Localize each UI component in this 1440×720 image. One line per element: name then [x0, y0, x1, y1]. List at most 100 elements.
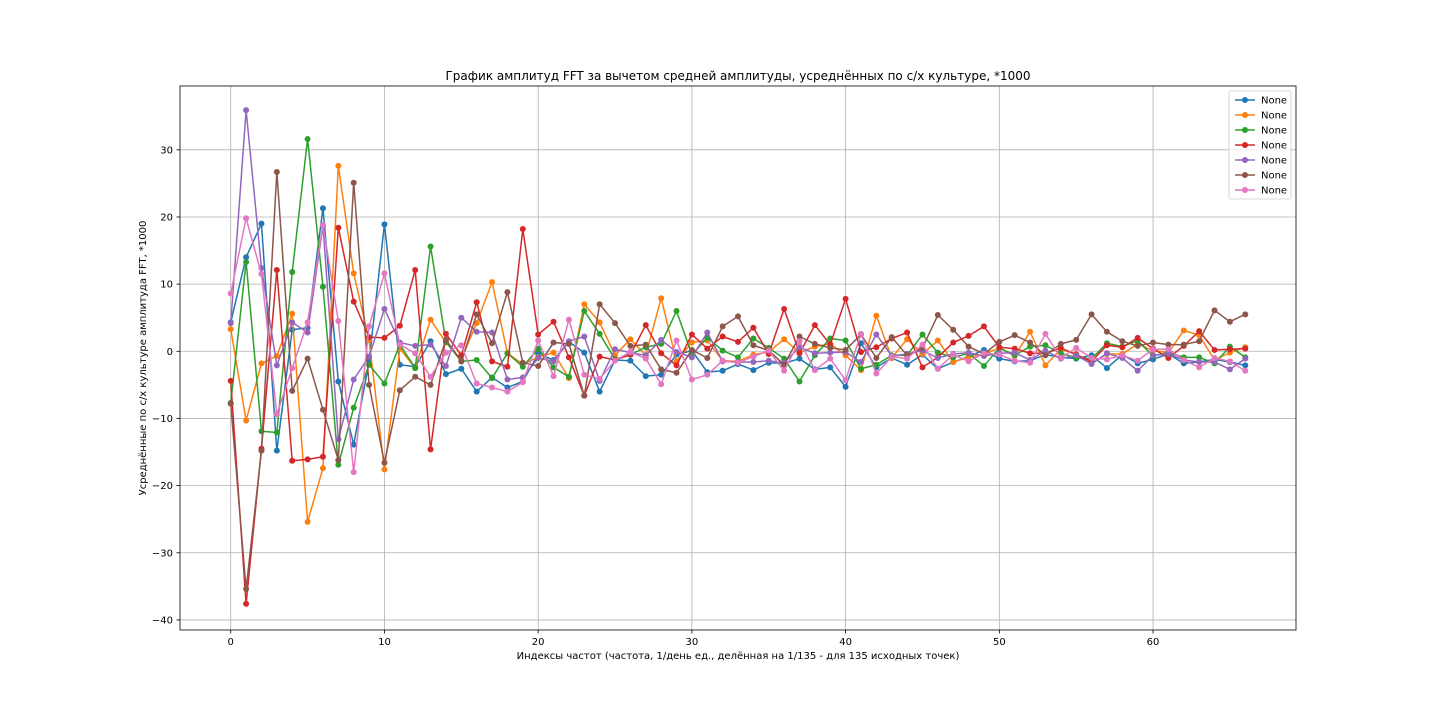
data-point: [904, 329, 911, 336]
data-point: [796, 350, 803, 357]
data-point: [1165, 346, 1172, 353]
data-point: [1057, 340, 1064, 347]
data-point: [289, 269, 296, 276]
data-point: [258, 447, 265, 454]
data-point: [596, 301, 603, 308]
data-point: [289, 457, 296, 464]
series-7: [227, 215, 1249, 476]
data-point: [719, 323, 726, 330]
data-point: [965, 332, 972, 339]
data-point: [442, 349, 449, 356]
data-point: [396, 322, 403, 329]
data-point: [550, 318, 557, 325]
data-point: [489, 375, 496, 382]
data-point: [412, 365, 419, 372]
data-point: [842, 377, 849, 384]
y-tick-label: 30: [160, 145, 173, 156]
data-point: [396, 387, 403, 394]
series-6: [227, 168, 1249, 593]
data-point: [1196, 364, 1203, 371]
data-point: [1242, 311, 1249, 318]
data-point: [965, 349, 972, 356]
data-point: [596, 330, 603, 337]
data-point: [1103, 342, 1110, 349]
data-point: [273, 362, 280, 369]
data-point: [1226, 366, 1233, 373]
data-point: [658, 371, 665, 378]
data-point: [904, 355, 911, 362]
data-point: [796, 344, 803, 351]
legend-marker: [1242, 112, 1248, 118]
data-point: [427, 243, 434, 250]
data-point: [519, 359, 526, 366]
data-point: [904, 361, 911, 368]
data-point: [1011, 332, 1018, 339]
data-point: [489, 340, 496, 347]
data-point: [658, 350, 665, 357]
data-point: [350, 404, 357, 411]
data-point: [304, 329, 311, 336]
data-point: [996, 344, 1003, 351]
data-point: [811, 350, 818, 357]
data-point: [934, 365, 941, 372]
data-point: [750, 342, 757, 349]
data-point: [335, 318, 342, 325]
x-tick-label: 20: [532, 637, 545, 648]
data-point: [950, 339, 957, 346]
data-point: [550, 349, 557, 356]
data-point: [1027, 328, 1034, 335]
data-point: [473, 380, 480, 387]
data-point: [673, 337, 680, 344]
data-point: [350, 441, 357, 448]
data-point: [304, 518, 311, 525]
data-point: [980, 350, 987, 357]
data-point: [1027, 350, 1034, 357]
data-point: [304, 355, 311, 362]
data-point: [1088, 361, 1095, 368]
legend-label: None: [1261, 141, 1287, 152]
data-point: [857, 365, 864, 372]
data-point: [412, 373, 419, 380]
data-point: [827, 355, 834, 362]
data-point: [750, 324, 757, 331]
data-point: [519, 379, 526, 386]
data-point: [458, 358, 465, 365]
data-point: [1011, 349, 1018, 356]
data-point: [581, 301, 588, 308]
data-point: [350, 298, 357, 305]
data-point: [965, 343, 972, 350]
data-point: [289, 365, 296, 372]
data-point: [719, 333, 726, 340]
data-point: [704, 371, 711, 378]
data-point: [1103, 350, 1110, 357]
y-tick-label: −10: [152, 414, 173, 425]
data-point: [596, 353, 603, 360]
data-point: [704, 345, 711, 352]
data-point: [842, 295, 849, 302]
data-point: [627, 342, 634, 349]
data-point: [1042, 352, 1049, 359]
data-point: [827, 349, 834, 356]
data-point: [243, 107, 250, 114]
data-point: [289, 310, 296, 317]
legend-label: None: [1261, 96, 1287, 107]
data-point: [1150, 339, 1157, 346]
data-point: [350, 270, 357, 277]
data-point: [965, 358, 972, 365]
data-point: [1211, 355, 1218, 361]
data-point: [1134, 334, 1141, 341]
data-point: [857, 330, 864, 337]
data-point: [857, 359, 864, 366]
data-point: [627, 336, 634, 343]
y-axis-title: Усреднённые по с/х культуре амплитуда FF…: [138, 221, 149, 496]
y-tick-label: 20: [160, 212, 173, 223]
data-point: [304, 136, 311, 143]
data-point: [581, 392, 588, 399]
data-point: [489, 279, 496, 286]
legend-marker: [1242, 127, 1248, 133]
data-point: [735, 354, 741, 361]
data-point: [1242, 345, 1249, 352]
data-point: [873, 344, 880, 351]
data-point: [735, 359, 741, 366]
data-point: [381, 270, 388, 277]
